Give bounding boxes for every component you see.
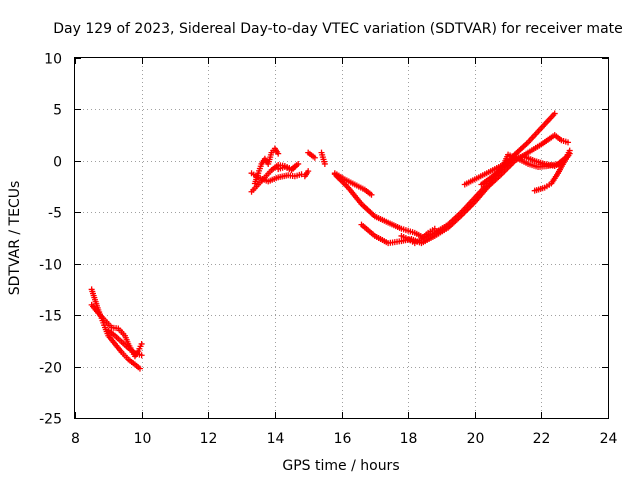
axis-ticks: 8 10 12 14 16 18 20 22 24 10 5 0 -5 -10 -15 -20 -25 — [39, 52, 617, 448]
data-point — [431, 225, 438, 232]
x-axis-label: GPS time / hours — [282, 458, 399, 474]
grid-lines — [75, 58, 608, 418]
data-point — [321, 160, 328, 167]
track-6 — [251, 145, 282, 187]
chart-title: Day 129 of 2023, Sidereal Day-to-day VTE… — [53, 21, 623, 37]
track-12 — [331, 110, 558, 241]
y-tick-label: -5 — [48, 206, 62, 222]
track-2 — [88, 301, 145, 360]
y-axis-label: SDTVAR / TECUs — [7, 181, 23, 296]
track-3 — [105, 327, 145, 359]
data-point — [138, 340, 145, 347]
track-9 — [305, 149, 318, 161]
track-10 — [318, 149, 328, 167]
y-tick-label: -10 — [39, 258, 62, 274]
x-tick-label: 24 — [600, 431, 618, 447]
x-tick-label: 10 — [134, 431, 152, 447]
data-point — [368, 191, 375, 198]
y-tick-label: 0 — [53, 155, 62, 171]
track-7 — [275, 164, 298, 174]
data-point — [565, 139, 572, 146]
plot-frame — [74, 57, 609, 419]
x-tick-label: 8 — [71, 431, 80, 447]
x-tick-label: 22 — [533, 431, 551, 447]
x-tick-label: 14 — [267, 431, 285, 447]
data-point — [305, 168, 312, 175]
data-point — [566, 147, 573, 154]
track-17 — [531, 147, 573, 194]
y-tick-label: 10 — [44, 52, 62, 68]
x-tick-label: 16 — [334, 431, 352, 447]
x-tick-label: 12 — [200, 431, 218, 447]
y-tick-label: -25 — [39, 412, 62, 428]
x-tick-label: 20 — [467, 431, 485, 447]
data-points — [88, 110, 573, 372]
data-point — [295, 160, 302, 167]
y-tick-label: 5 — [53, 103, 62, 119]
x-tick-label: 18 — [400, 431, 418, 447]
data-point — [138, 352, 145, 359]
data-point — [551, 110, 558, 117]
data-point — [311, 154, 318, 161]
y-tick-label: -15 — [39, 309, 62, 325]
data-point — [291, 164, 298, 171]
data-point — [275, 150, 282, 157]
data-point — [136, 365, 143, 372]
track-14 — [398, 225, 438, 247]
track-8 — [301, 168, 312, 180]
y-tick-label: -20 — [39, 361, 62, 377]
track-15 — [461, 150, 573, 188]
